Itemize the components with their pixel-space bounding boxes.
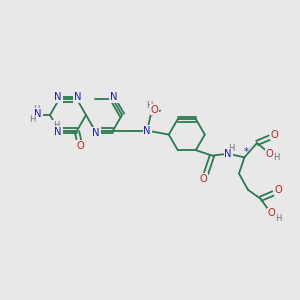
Text: H: H (274, 154, 280, 163)
Text: H: H (146, 101, 152, 110)
Text: O: O (274, 185, 282, 195)
Text: O: O (199, 174, 207, 184)
Text: O: O (266, 149, 274, 159)
Text: N: N (34, 109, 42, 119)
Text: N: N (143, 126, 151, 136)
Text: O: O (76, 141, 84, 151)
Text: H: H (53, 121, 59, 130)
Text: N: N (92, 128, 100, 138)
Text: N: N (54, 127, 62, 136)
Text: *: * (244, 147, 249, 158)
Text: H: H (228, 144, 234, 153)
Text: O: O (150, 105, 158, 115)
Text: O: O (268, 208, 275, 218)
Text: H: H (29, 116, 35, 124)
Text: H: H (275, 214, 282, 223)
Text: O: O (271, 130, 278, 140)
Text: N: N (54, 92, 62, 102)
Text: N: N (74, 92, 82, 102)
Text: N: N (224, 149, 232, 159)
Text: H: H (33, 104, 39, 113)
Text: N: N (110, 92, 118, 102)
